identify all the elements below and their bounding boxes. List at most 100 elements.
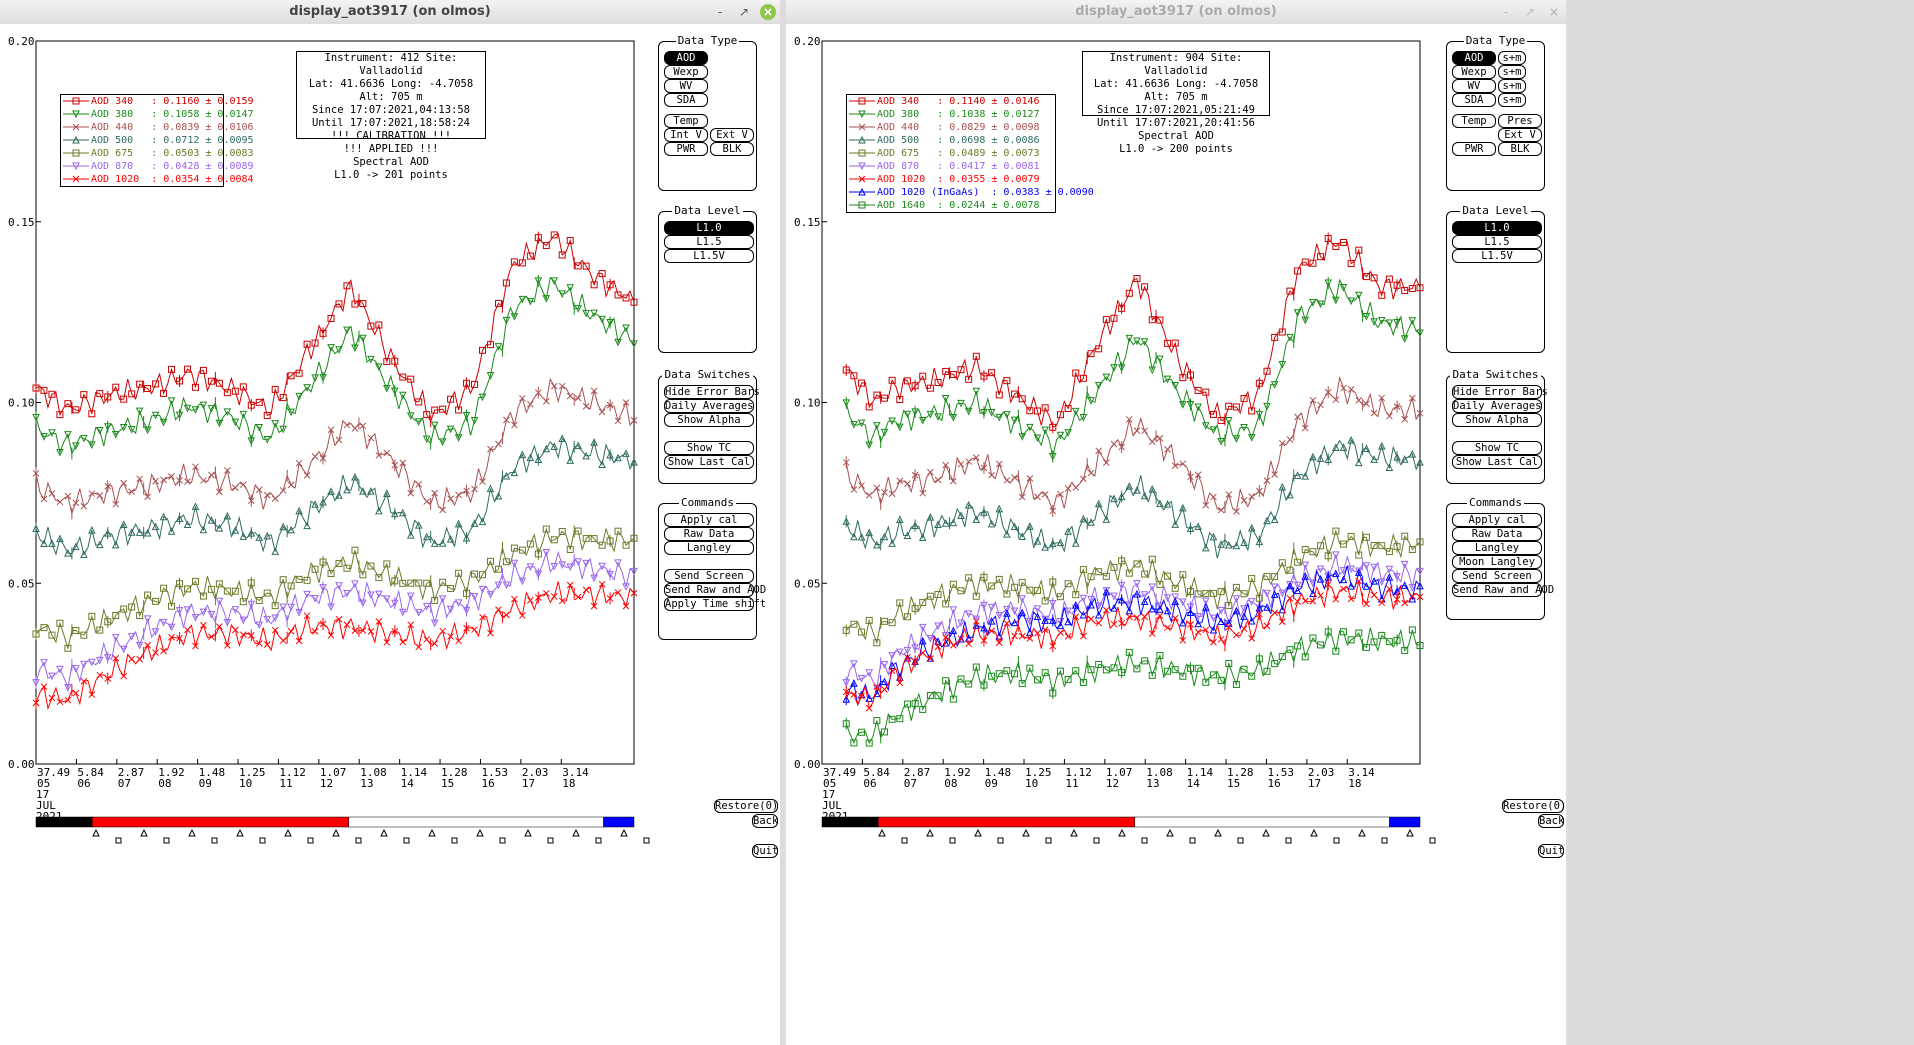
close-button[interactable]: × [1548, 5, 1560, 19]
wexp-button[interactable]: Wexp [664, 65, 708, 79]
langley-button[interactable]: Langley [1452, 541, 1542, 555]
apply-cal-button[interactable]: Apply cal [1452, 513, 1542, 527]
l1-5v-button[interactable]: L1.5V [664, 249, 754, 263]
data-point [957, 634, 965, 643]
right-titlebar[interactable]: display_aot3917 (on olmos) - ↗ × [786, 0, 1566, 25]
send-raw-and-aod-button[interactable]: Send Raw and AOD [664, 583, 767, 597]
data-point [1377, 316, 1386, 325]
data-point [1164, 624, 1171, 632]
data-point [95, 656, 104, 665]
data-point [1156, 316, 1164, 324]
data-point [614, 559, 622, 568]
data-point [40, 495, 48, 503]
show-alpha-button[interactable]: Show Alpha [1452, 413, 1542, 427]
restore-button[interactable]: Restore(0) [1502, 799, 1567, 813]
pwr-button[interactable]: PWR [1452, 142, 1496, 156]
timebar-marker [620, 828, 628, 837]
wv-button[interactable]: WV [1452, 79, 1496, 93]
l1-0-button[interactable]: L1.0 [664, 221, 754, 235]
show-alpha-button[interactable]: Show Alpha [664, 413, 754, 427]
temp-button[interactable]: Temp [664, 114, 708, 128]
maximize-button[interactable]: ↗ [1524, 5, 1536, 19]
daily-averages-button[interactable]: Daily Averages [1452, 399, 1542, 413]
send-screen-button[interactable]: Send Screen [1452, 569, 1542, 583]
l1-0-button[interactable]: L1.0 [1452, 221, 1542, 235]
info-line: Since 17:07:2021,05:21:49 [1096, 104, 1256, 116]
l1-5-button[interactable]: L1.5 [1452, 235, 1542, 249]
data-point [231, 387, 239, 395]
minimize-button[interactable]: - [717, 5, 723, 19]
x-tick-hour: 05 [823, 777, 836, 790]
data-point [614, 589, 622, 596]
l1-5v-button[interactable]: L1.5V [1452, 249, 1542, 263]
data-point [888, 490, 896, 498]
int-v-button[interactable]: Int V [664, 128, 708, 142]
aod-button[interactable]: AOD [664, 51, 708, 65]
apply-time-shift-button[interactable]: Apply Time shift [664, 597, 767, 611]
data-point [303, 612, 311, 620]
temp-button[interactable]: Temp [1452, 114, 1496, 128]
quit-button[interactable]: Quit [1538, 844, 1565, 858]
moon-langley-button[interactable]: Moon Langley [1452, 555, 1542, 569]
pwr-button[interactable]: PWR [664, 142, 708, 156]
close-button[interactable]: × [760, 4, 776, 20]
data-point [200, 477, 207, 484]
back-button[interactable]: Back [752, 814, 779, 828]
maximize-button[interactable]: ↗ [738, 5, 750, 19]
data-point [850, 486, 858, 493]
pres-button[interactable]: Pres [1498, 114, 1542, 128]
data-point [111, 540, 120, 549]
series-line [35, 233, 635, 423]
restore-button[interactable]: Restore(0) [714, 799, 779, 813]
sda-spm-button[interactable]: s+m [1498, 93, 1526, 107]
data-point [964, 610, 973, 618]
left-titlebar[interactable]: display_aot3917 (on olmos) - ↗ × [0, 0, 780, 25]
data-point [120, 605, 128, 613]
blk-button[interactable]: BLK [710, 142, 754, 156]
ext-v-button[interactable]: Ext V [1498, 128, 1542, 142]
raw-data-button[interactable]: Raw Data [664, 527, 754, 541]
show-last-cal-button[interactable]: Show Last Cal [664, 455, 754, 469]
data-point [112, 654, 120, 662]
data-point [231, 418, 240, 427]
data-point [479, 478, 486, 485]
data-point [167, 527, 176, 535]
data-point [903, 700, 911, 708]
back-button[interactable]: Back [1538, 814, 1565, 828]
raw-data-button[interactable]: Raw Data [1452, 527, 1542, 541]
wv-spm-button[interactable]: s+m [1498, 79, 1526, 93]
wexp-spm-button[interactable]: s+m [1498, 65, 1526, 79]
timebar-segment [877, 816, 1136, 828]
hide-error-bars-button[interactable]: Hide Error Bars [664, 385, 760, 399]
wexp-button[interactable]: Wexp [1452, 65, 1496, 79]
send-raw-and-aod-button[interactable]: Send Raw and AOD [1452, 583, 1555, 597]
send-screen-button[interactable]: Send Screen [664, 569, 754, 583]
show-last-cal-button[interactable]: Show Last Cal [1452, 455, 1542, 469]
blk-button[interactable]: BLK [1498, 142, 1542, 156]
daily-averages-button[interactable]: Daily Averages [664, 399, 754, 413]
sda-button[interactable]: SDA [664, 93, 708, 107]
show-tc-button[interactable]: Show TC [1452, 441, 1542, 455]
data-point [151, 628, 160, 636]
data-point [542, 397, 550, 405]
langley-button[interactable]: Langley [664, 541, 754, 555]
quit-button[interactable]: Quit [752, 844, 779, 858]
legend-label: AOD 500 : 0.0698 ± 0.0086 [877, 135, 1040, 146]
aod-spm-button[interactable]: s+m [1498, 51, 1526, 65]
show-tc-button[interactable]: Show TC [664, 441, 754, 455]
x-tick-hour: 11 [1065, 777, 1078, 790]
apply-cal-button[interactable]: Apply cal [664, 513, 754, 527]
aod-button[interactable]: AOD [1452, 51, 1496, 65]
ext-v-button[interactable]: Ext V [710, 128, 754, 142]
hide-error-bars-button[interactable]: Hide Error Bars [1452, 385, 1548, 399]
sda-button[interactable]: SDA [1452, 93, 1496, 107]
data-point [630, 298, 638, 306]
data-point [1110, 563, 1118, 571]
data-point [888, 539, 896, 547]
wv-button[interactable]: WV [664, 79, 708, 93]
data-point [1347, 581, 1355, 590]
l1-5-button[interactable]: L1.5 [664, 235, 754, 249]
series-line [845, 529, 1421, 645]
minimize-button[interactable]: - [1503, 5, 1509, 19]
data-point [881, 686, 888, 693]
